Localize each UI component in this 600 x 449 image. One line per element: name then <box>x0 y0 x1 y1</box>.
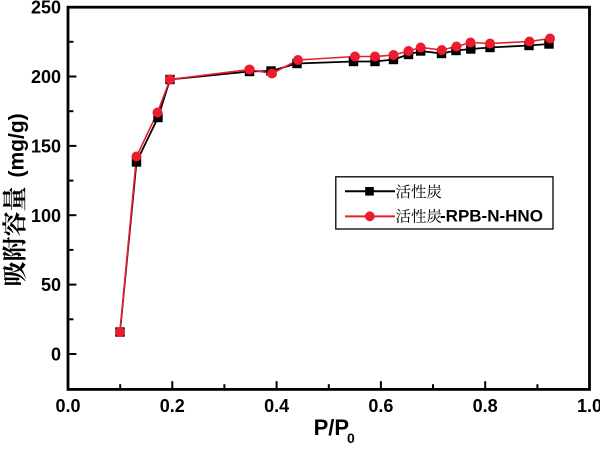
svg-text:0.0: 0.0 <box>55 396 80 416</box>
svg-text:150: 150 <box>31 137 61 157</box>
svg-text:(mg/g): (mg/g) <box>6 113 29 177</box>
svg-text:P/P: P/P <box>314 415 349 440</box>
svg-text:100: 100 <box>31 206 61 226</box>
svg-text:250: 250 <box>31 0 61 18</box>
svg-text:-RPB-N-HNO: -RPB-N-HNO <box>440 207 543 226</box>
svg-text:1.0: 1.0 <box>577 396 600 416</box>
svg-text:0: 0 <box>347 430 355 444</box>
svg-text:0.8: 0.8 <box>473 396 498 416</box>
svg-text:0.6: 0.6 <box>368 396 393 416</box>
svg-text:0: 0 <box>51 345 61 365</box>
svg-text:200: 200 <box>31 67 61 87</box>
svg-text:0.2: 0.2 <box>160 396 185 416</box>
svg-text:50: 50 <box>41 275 61 295</box>
svg-text:0.4: 0.4 <box>264 396 289 416</box>
